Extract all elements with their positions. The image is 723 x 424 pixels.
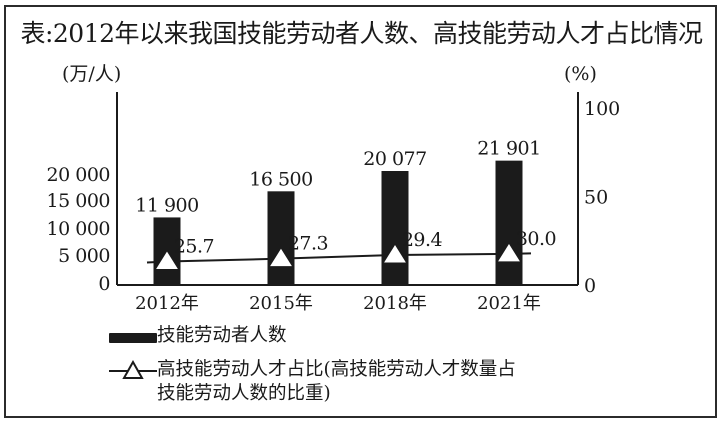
legend: 技能劳动者人数 高技能劳动人才占比(高技能劳动人才数量占 技能劳动人数的比重) — [105, 322, 516, 406]
right-axis-unit: (%) — [564, 63, 597, 85]
triangle-marker-icon — [384, 245, 406, 263]
bar — [495, 160, 523, 285]
bar — [381, 171, 409, 285]
triangle-marker-icon — [156, 251, 178, 270]
left-axis-unit: (万/人) — [62, 63, 121, 85]
line-value-label: 30.0 — [516, 228, 556, 250]
legend-label-bar: 技能劳动者人数 — [157, 325, 287, 346]
x-axis-category-label: 2012年 — [135, 293, 199, 314]
left-axis-tick-label: 5 000 — [58, 245, 110, 267]
bar — [267, 191, 295, 285]
left-axis-tick-label: 10 000 — [47, 218, 110, 240]
left-axis-tick-label: 15 000 — [47, 190, 110, 212]
line-value-label: 29.4 — [402, 229, 443, 251]
legend-item-bar: 技能劳动者人数 — [105, 322, 516, 350]
bar-value-label: 21 901 — [477, 138, 540, 160]
triangle-marker-icon — [122, 359, 144, 379]
bar-value-label: 20 077 — [363, 148, 426, 170]
x-axis-category-label: 2021年 — [477, 293, 541, 314]
legend-item-line: 高技能劳动人才占比(高技能劳动人才数量占 技能劳动人数的比重) — [105, 356, 516, 406]
legend-label-line-1: 高技能劳动人才占比(高技能劳动人才数量占 — [157, 359, 516, 380]
x-axis-category-label: 2018年 — [363, 293, 427, 314]
triangle-marker-icon — [270, 248, 292, 267]
bar-value-label: 11 900 — [135, 194, 198, 216]
line-value-label: 27.3 — [288, 233, 328, 255]
bar-swatch-icon — [109, 333, 157, 343]
right-axis-tick-label: 50 — [584, 187, 608, 209]
chart-title: 表:2012年以来我国技能劳动者人数、高技能劳动人才占比情况 — [20, 19, 703, 48]
right-axis-tick-label: 0 — [584, 275, 596, 297]
left-axis-tick-label: 20 000 — [47, 164, 110, 186]
right-axis-tick-label: 100 — [584, 98, 620, 120]
chart-frame — [4, 5, 717, 418]
bar — [153, 217, 181, 285]
line-value-label: 25.7 — [174, 236, 214, 258]
legend-label-line-2: 技能劳动人数的比重) — [157, 383, 331, 404]
bar-value-label: 16 500 — [249, 168, 312, 190]
triangle-marker-icon — [498, 243, 520, 262]
left-axis-tick-label: 0 — [98, 273, 110, 295]
x-axis-category-label: 2015年 — [249, 293, 313, 314]
